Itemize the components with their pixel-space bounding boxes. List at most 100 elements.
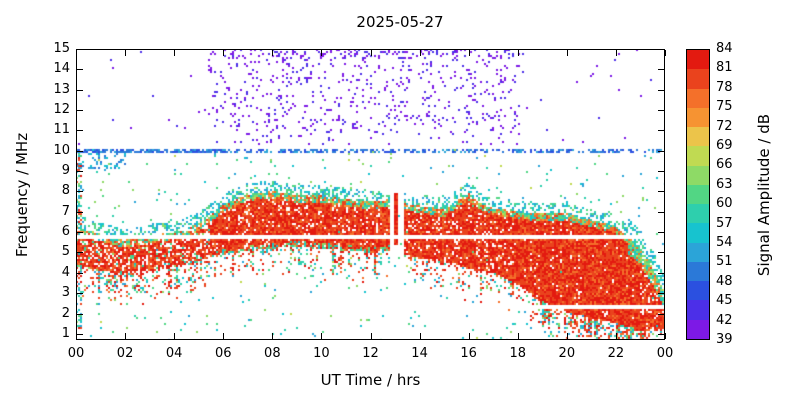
x-tick-mark bbox=[174, 50, 176, 56]
colorbar-tick-label: 54 bbox=[716, 235, 733, 250]
y-tick-label: 11 bbox=[53, 122, 70, 138]
y-tick-label: 6 bbox=[61, 224, 70, 240]
y-tick-mark bbox=[658, 232, 664, 234]
colorbar-cell bbox=[687, 184, 709, 205]
colorbar-cell bbox=[687, 146, 709, 166]
colorbar-tick-label: 66 bbox=[716, 157, 733, 173]
x-tick-label: 00 bbox=[656, 346, 674, 361]
y-tick-mark bbox=[77, 252, 83, 254]
x-tick-mark bbox=[125, 50, 127, 56]
x-tick-label: 06 bbox=[214, 346, 232, 361]
heatmap-canvas bbox=[76, 49, 665, 340]
y-tick-label: 13 bbox=[53, 81, 70, 97]
y-tick-mark bbox=[658, 110, 664, 112]
colorbar-cell bbox=[687, 107, 709, 128]
y-tick-mark bbox=[77, 69, 83, 71]
colorbar-tick-label: 84 bbox=[716, 41, 733, 56]
y-tick-mark bbox=[77, 211, 83, 213]
x-tick-mark bbox=[665, 50, 666, 56]
colorbar-tick-label: 78 bbox=[716, 79, 733, 95]
colorbar-cell bbox=[687, 261, 709, 282]
colorbar-cell bbox=[687, 50, 709, 70]
x-tick-mark bbox=[419, 50, 421, 56]
y-tick-mark bbox=[658, 211, 664, 213]
colorbar bbox=[686, 49, 710, 340]
x-tick-label: 08 bbox=[264, 346, 281, 361]
y-tick-label: 12 bbox=[53, 102, 70, 118]
x-tick-mark bbox=[321, 50, 323, 56]
y-tick-mark bbox=[77, 150, 83, 152]
x-tick-label: 18 bbox=[509, 346, 527, 361]
colorbar-tick-label: 42 bbox=[716, 312, 733, 328]
y-axis-label: Frequency / MHz bbox=[13, 132, 31, 258]
x-tick-mark bbox=[615, 50, 617, 56]
y-tick-mark bbox=[77, 110, 83, 112]
y-tick-label: 9 bbox=[61, 163, 70, 179]
x-tick-mark bbox=[174, 333, 176, 339]
y-tick-label: 15 bbox=[53, 41, 70, 56]
x-tick-mark bbox=[370, 333, 372, 339]
colorbar-tick-label: 57 bbox=[716, 215, 733, 231]
colorbar-cell bbox=[687, 223, 709, 243]
y-tick-mark bbox=[658, 49, 664, 50]
y-tick-mark bbox=[77, 191, 83, 193]
colorbar-cell bbox=[687, 242, 709, 262]
x-tick-label: 00 bbox=[67, 346, 85, 361]
y-tick-mark bbox=[658, 150, 664, 152]
x-tick-mark bbox=[76, 50, 77, 56]
colorbar-cell bbox=[687, 319, 709, 339]
colorbar-label: Signal Amplitude / dB bbox=[755, 113, 773, 277]
y-tick-mark bbox=[77, 130, 83, 132]
y-tick-label: 5 bbox=[61, 244, 70, 260]
y-tick-mark bbox=[658, 272, 664, 274]
x-tick-mark bbox=[223, 50, 225, 56]
y-tick-mark bbox=[77, 313, 83, 315]
x-tick-mark bbox=[321, 333, 323, 339]
x-tick-label: 12 bbox=[362, 346, 379, 361]
y-tick-mark bbox=[77, 272, 83, 274]
y-tick-label: 3 bbox=[61, 285, 70, 301]
y-tick-mark bbox=[77, 232, 83, 234]
x-tick-mark bbox=[468, 333, 470, 339]
y-tick-label: 4 bbox=[61, 264, 70, 280]
chart-title: 2025-05-27 bbox=[356, 13, 444, 31]
colorbar-tick-label: 45 bbox=[716, 293, 733, 309]
x-tick-label: 16 bbox=[460, 346, 477, 361]
x-tick-label: 10 bbox=[313, 346, 330, 361]
colorbar-cell bbox=[687, 165, 709, 185]
y-tick-mark bbox=[658, 69, 664, 71]
y-tick-mark bbox=[77, 333, 83, 335]
colorbar-tick-label: 60 bbox=[716, 196, 733, 212]
colorbar-tick-label: 39 bbox=[716, 332, 733, 347]
y-tick-mark bbox=[658, 333, 664, 335]
x-tick-label: 22 bbox=[607, 346, 625, 361]
y-tick-mark bbox=[658, 130, 664, 132]
y-tick-mark bbox=[658, 293, 664, 295]
x-tick-mark bbox=[566, 50, 568, 56]
colorbar-tick-label: 51 bbox=[716, 254, 733, 270]
y-tick-mark bbox=[658, 252, 664, 254]
y-tick-mark bbox=[658, 89, 664, 91]
y-tick-mark bbox=[77, 49, 83, 50]
x-tick-mark bbox=[517, 50, 519, 56]
colorbar-tick-label: 48 bbox=[716, 273, 733, 289]
x-axis-label: UT Time / hrs bbox=[320, 371, 421, 389]
colorbar-cell bbox=[687, 88, 709, 108]
y-tick-mark bbox=[658, 313, 664, 315]
x-tick-mark bbox=[370, 50, 372, 56]
x-tick-mark bbox=[615, 333, 617, 339]
y-tick-label: 10 bbox=[53, 142, 70, 158]
x-tick-label: 02 bbox=[116, 346, 134, 361]
colorbar-tick-label: 75 bbox=[716, 99, 733, 115]
y-tick-label: 7 bbox=[61, 203, 70, 219]
y-tick-mark bbox=[77, 171, 83, 173]
x-tick-mark bbox=[419, 333, 421, 339]
colorbar-cell bbox=[687, 300, 709, 320]
colorbar-tick-label: 72 bbox=[716, 118, 733, 134]
x-tick-mark bbox=[76, 333, 77, 339]
x-tick-mark bbox=[272, 50, 274, 56]
y-tick-label: 8 bbox=[61, 183, 70, 199]
colorbar-cell bbox=[687, 204, 709, 224]
y-tick-mark bbox=[658, 171, 664, 173]
